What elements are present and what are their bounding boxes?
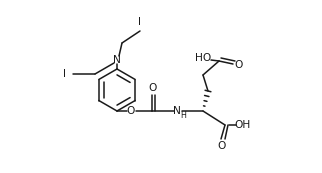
Text: O: O (149, 83, 157, 93)
Text: I: I (63, 69, 67, 79)
Text: OH: OH (235, 120, 251, 130)
Text: O: O (127, 106, 135, 116)
Text: O: O (218, 141, 226, 151)
Text: H: H (180, 112, 186, 121)
Text: O: O (235, 60, 243, 70)
Text: N: N (173, 106, 181, 116)
Text: HO: HO (195, 53, 211, 63)
Text: N: N (113, 55, 121, 65)
Text: I: I (138, 17, 141, 27)
